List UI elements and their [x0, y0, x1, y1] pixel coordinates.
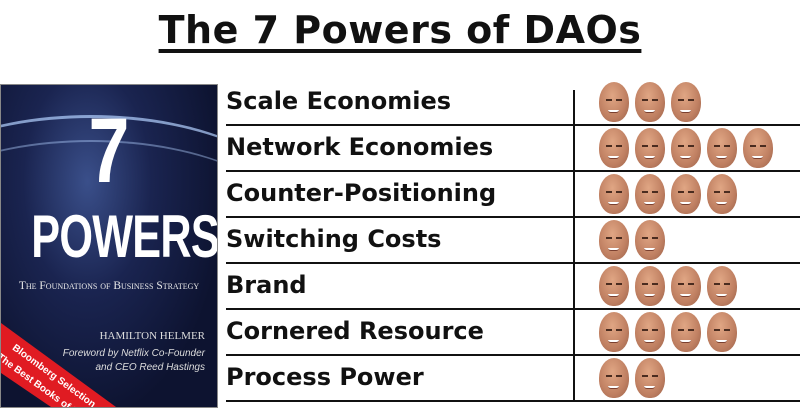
- face-icon: [634, 358, 666, 400]
- power-rating: [598, 174, 738, 216]
- power-row: Process Power: [226, 356, 800, 402]
- book-author: HAMILTON HELMER: [99, 330, 205, 342]
- page-title: The 7 Powers of DAOs: [158, 8, 642, 52]
- face-icon: [598, 82, 630, 124]
- face-icon: [598, 128, 630, 170]
- face-icon: [706, 266, 738, 308]
- power-label: Scale Economies: [226, 87, 452, 115]
- book-subtitle: The Foundations of Business Strategy: [18, 280, 200, 292]
- face-icon: [706, 312, 738, 354]
- column-divider: [573, 90, 575, 402]
- power-label: Brand: [226, 271, 307, 299]
- power-row: Brand: [226, 264, 800, 310]
- face-icon: [670, 266, 702, 308]
- power-row: Network Economies: [226, 126, 800, 172]
- power-label: Network Economies: [226, 133, 494, 161]
- face-icon: [670, 82, 702, 124]
- book-title: POWERS: [31, 203, 218, 270]
- book-number: 7: [88, 100, 130, 202]
- face-icon: [634, 312, 666, 354]
- face-icon: [706, 128, 738, 170]
- book-foreword: Foreword by Netflix Co-Founder and CEO Re…: [63, 347, 205, 375]
- power-row: Cornered Resource: [226, 310, 800, 356]
- face-icon: [598, 266, 630, 308]
- foreword-line: Foreword by Netflix Co-Founder: [62, 348, 205, 359]
- face-icon: [742, 128, 774, 170]
- face-icon: [634, 174, 666, 216]
- face-icon: [706, 174, 738, 216]
- power-rating: [598, 128, 774, 170]
- face-icon: [634, 266, 666, 308]
- badge-band: [1, 323, 116, 407]
- power-rating: [598, 220, 666, 262]
- power-rating: [598, 312, 738, 354]
- face-icon: [598, 220, 630, 262]
- face-icon: [598, 174, 630, 216]
- power-row: Switching Costs: [226, 218, 800, 264]
- book-cover: 7 POWERS The Foundations of Business Str…: [0, 84, 218, 408]
- power-label: Counter-Positioning: [226, 179, 497, 207]
- face-icon: [634, 128, 666, 170]
- power-rating: [598, 358, 666, 400]
- power-label: Process Power: [226, 363, 424, 391]
- power-row: Scale Economies: [226, 80, 800, 126]
- power-row: Counter-Positioning: [226, 172, 800, 218]
- face-icon: [598, 312, 630, 354]
- power-rating: [598, 82, 702, 124]
- bloomberg-badge: Bloomberg Selection The Best Books of 20…: [1, 323, 116, 407]
- power-label: Cornered Resource: [226, 317, 484, 345]
- face-icon: [670, 128, 702, 170]
- power-label: Switching Costs: [226, 225, 442, 253]
- face-icon: [598, 358, 630, 400]
- face-icon: [670, 174, 702, 216]
- light-arc: [1, 115, 217, 315]
- light-arc: [1, 140, 217, 340]
- face-icon: [670, 312, 702, 354]
- power-rating: [598, 266, 738, 308]
- face-icon: [634, 82, 666, 124]
- face-icon: [634, 220, 666, 262]
- foreword-line: and CEO Reed Hastings: [95, 362, 205, 373]
